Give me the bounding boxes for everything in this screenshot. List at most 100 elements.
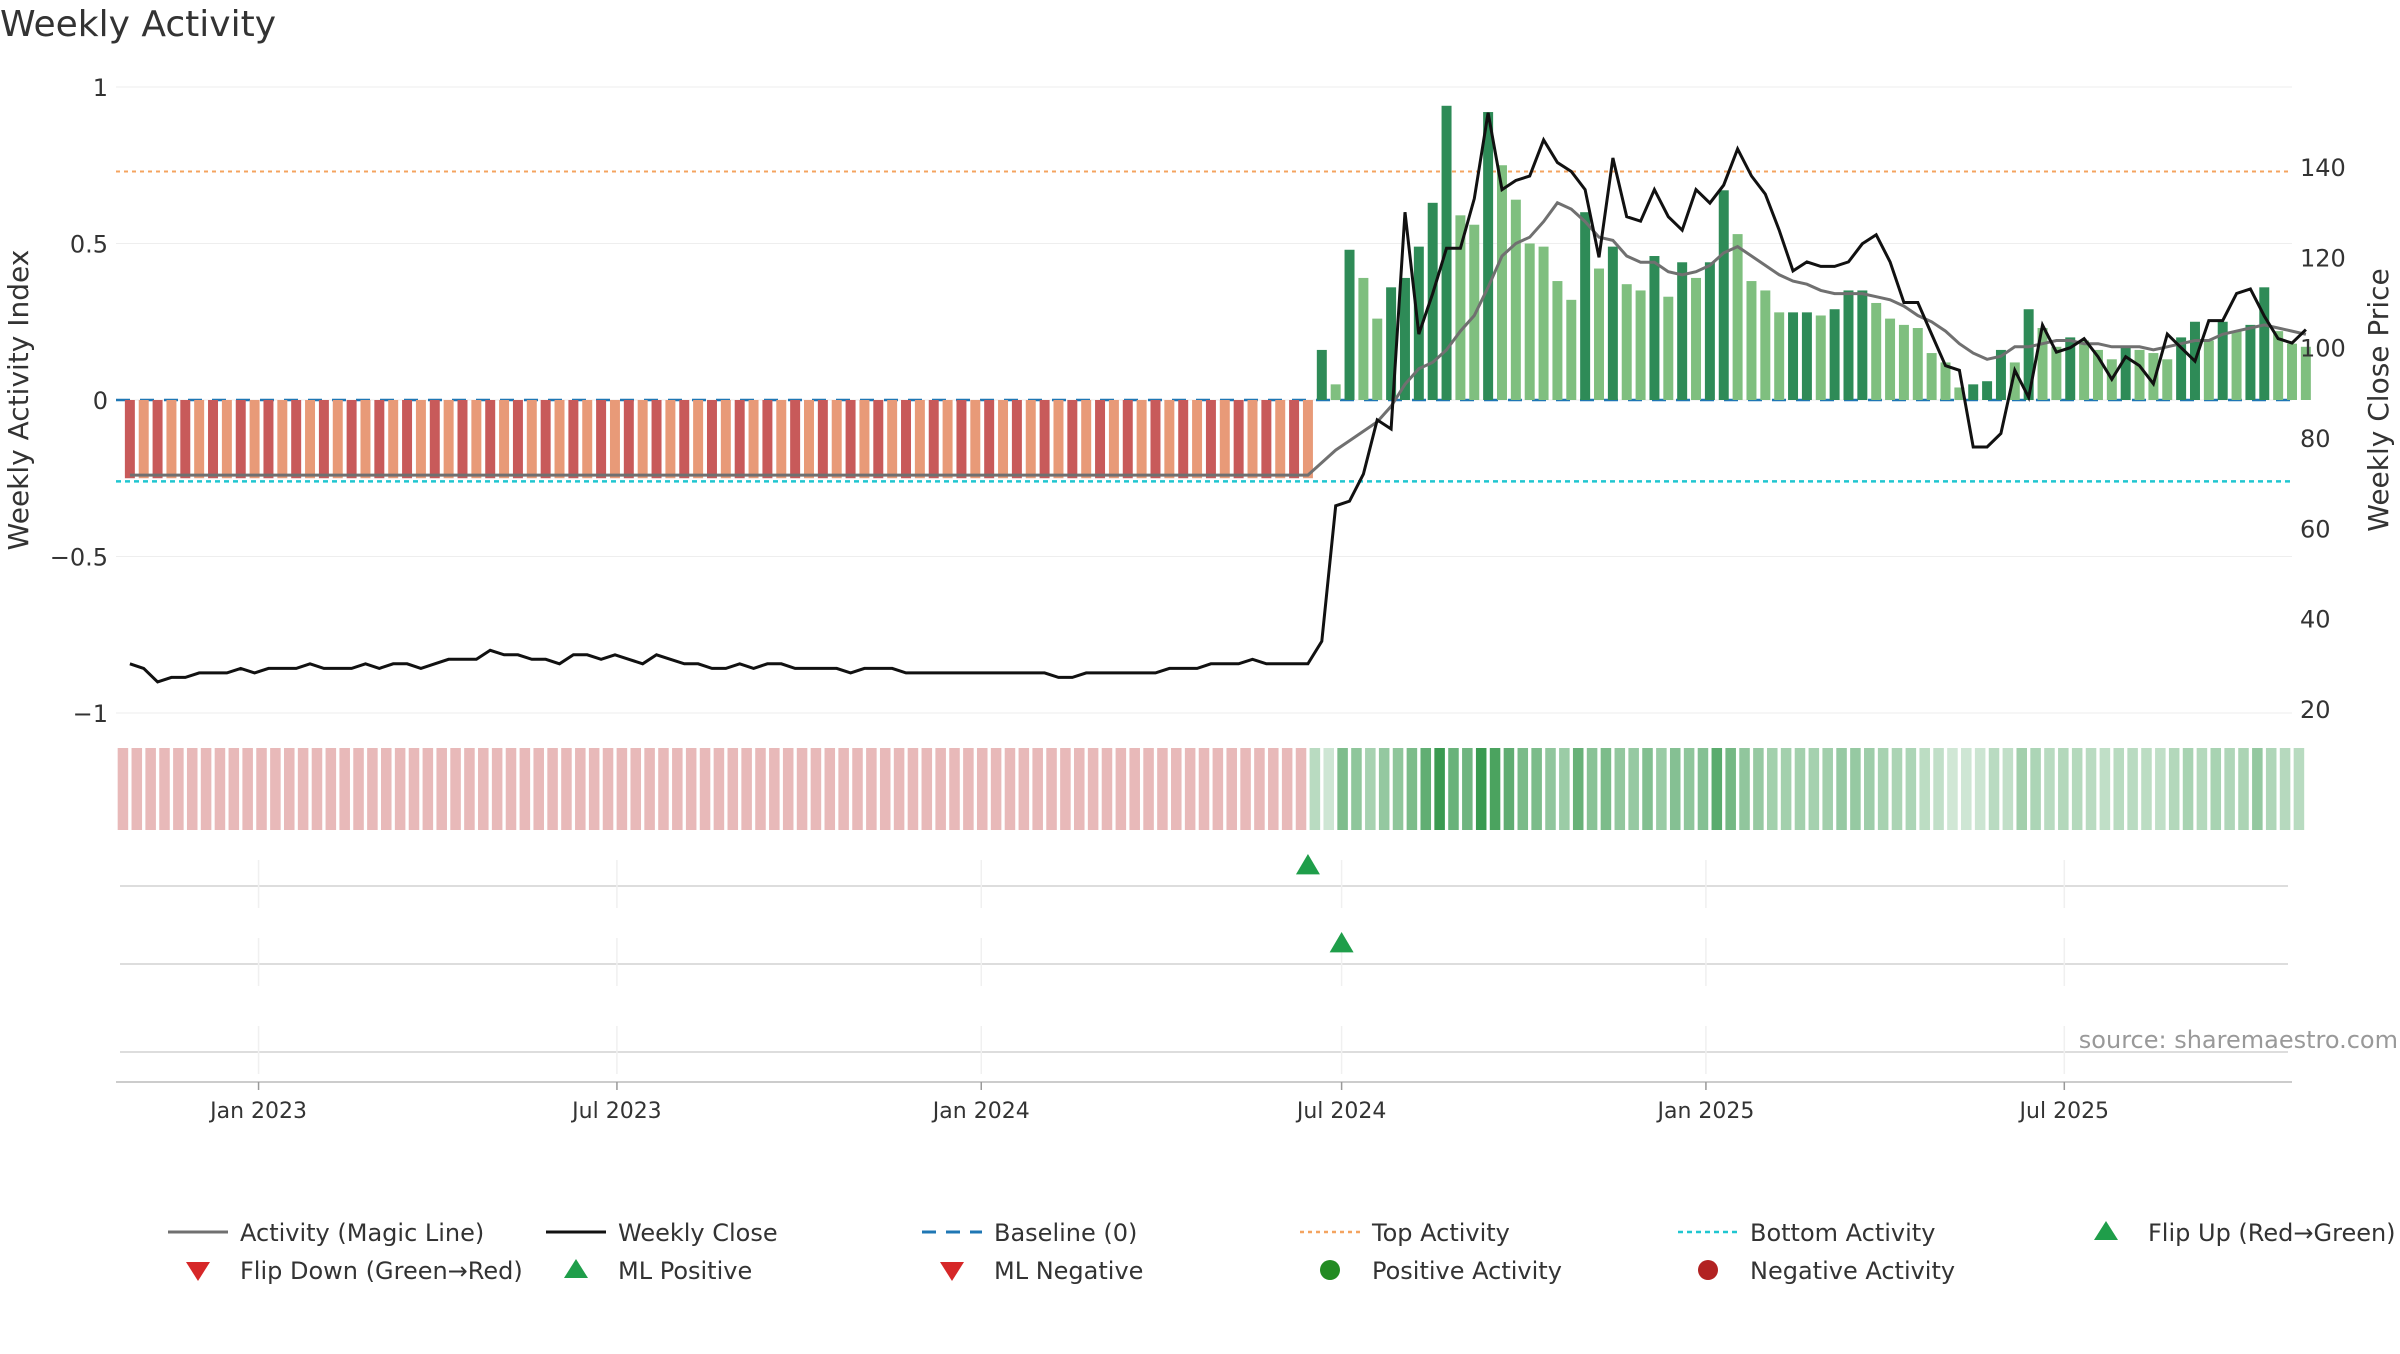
- legend-item: Baseline (0): [922, 1219, 1137, 1247]
- strip-cell: [1143, 748, 1154, 830]
- activity-bar: [1289, 400, 1300, 479]
- strip-cell: [547, 748, 558, 830]
- activity-bar: [2203, 340, 2214, 400]
- strip-cell: [1614, 748, 1626, 830]
- strip-cell: [270, 748, 281, 830]
- strip-cell: [658, 748, 669, 830]
- strip-cell: [311, 748, 323, 830]
- x-tick-label: Jul 2024: [1295, 1099, 1387, 1124]
- strip-cell: [1129, 748, 1140, 830]
- strip-cell: [1060, 748, 1071, 830]
- activity-bar: [1885, 318, 1896, 400]
- strip-cell: [713, 748, 725, 830]
- activity-bar: [2148, 353, 2159, 400]
- activity-bar: [984, 400, 995, 479]
- activity-bar: [2217, 321, 2228, 400]
- strip-cell: [1323, 748, 1335, 830]
- activity-bar: [1691, 277, 1702, 400]
- activity-bar: [1649, 256, 1660, 400]
- activity-bar: [720, 400, 731, 479]
- strip-cell: [2099, 748, 2111, 830]
- activity-bar: [1011, 400, 1022, 479]
- strip-cell: [145, 748, 156, 830]
- strip-cell: [685, 748, 697, 830]
- activity-bar: [374, 400, 385, 479]
- strip-cell: [256, 748, 267, 830]
- activity-bar: [734, 400, 745, 479]
- strip-cell: [907, 748, 919, 830]
- activity-bar: [1095, 400, 1106, 479]
- legend: Activity (Magic Line) Weekly Close Baselin…: [168, 1219, 2396, 1285]
- x-tick-label: Jan 2023: [208, 1099, 307, 1124]
- activity-bar: [1968, 384, 1979, 400]
- y-right-tick-label: 80: [2300, 425, 2331, 453]
- activity-bar: [1275, 400, 1286, 479]
- strip-cell: [2293, 748, 2305, 830]
- strip-cell: [1212, 748, 1224, 830]
- activity-bar: [2259, 287, 2270, 400]
- strip-cell: [367, 748, 378, 830]
- y-left-axis-label: Weekly Activity Index: [2, 250, 35, 551]
- strip-cell: [1004, 748, 1016, 830]
- activity-bar: [665, 400, 676, 479]
- y-right-tick-label: 40: [2300, 606, 2331, 634]
- activity-bar: [1039, 400, 1050, 479]
- strip-cell: [1073, 748, 1085, 830]
- strip-cell: [2016, 748, 2027, 830]
- strip-cell: [2196, 748, 2208, 830]
- reference-lines: [116, 170, 2292, 483]
- legend-label: Top Activity: [1371, 1219, 1510, 1247]
- legend-swatch: [940, 1262, 964, 1281]
- strip-cell: [824, 748, 836, 830]
- strip-cell: [1656, 748, 1667, 830]
- strip-cell: [769, 748, 780, 830]
- strip-cell: [879, 748, 891, 830]
- strip-cell: [2182, 748, 2194, 830]
- strip-cell: [2168, 748, 2180, 830]
- activity-bar: [471, 400, 482, 479]
- strip-cell: [1462, 748, 1473, 830]
- activity-bar: [623, 400, 634, 479]
- strip-cell: [1295, 748, 1307, 830]
- activity-bar: [263, 400, 274, 479]
- activity-bar: [1316, 349, 1327, 400]
- y-right-tick-label: 120: [2300, 244, 2346, 272]
- strip-cell: [963, 748, 974, 830]
- strip-cell: [1559, 748, 1570, 830]
- activity-bar: [1663, 296, 1674, 400]
- strip-cell: [1739, 748, 1750, 830]
- activity-bar: [2134, 349, 2145, 400]
- y-right-tick-label: 100: [2300, 335, 2346, 363]
- strip-cell: [1850, 748, 1861, 830]
- strip-cell: [2265, 748, 2277, 830]
- strip-cell: [1032, 748, 1043, 830]
- legend-item: ML Negative: [940, 1257, 1143, 1285]
- axes-layer: Jan 2023 Jul 2023 Jan 2024 Jul 2024 Jan 2025…: [50, 74, 2346, 1124]
- strip-cell: [1087, 748, 1099, 830]
- activity-bar: [1746, 281, 1757, 400]
- strip-cell: [533, 748, 544, 830]
- activity-bar: [305, 400, 316, 479]
- legend-label: Flip Down (Green→Red): [240, 1257, 523, 1285]
- strip-cell: [561, 748, 572, 830]
- activity-bar: [2245, 324, 2256, 400]
- activity-bar: [596, 400, 607, 479]
- strip-cell: [1877, 748, 1889, 830]
- activity-bar: [942, 400, 953, 479]
- strip-cell: [1961, 748, 1972, 830]
- activity-bar: [1344, 249, 1355, 400]
- strip-cell: [1309, 748, 1321, 830]
- strip-cell: [1517, 748, 1529, 830]
- activity-bar: [1247, 400, 1258, 479]
- legend-label: Negative Activity: [1750, 1257, 1955, 1285]
- magic-line: [129, 200, 2307, 477]
- activity-bar: [1801, 312, 1812, 400]
- strip-cell: [1947, 748, 1958, 830]
- activity-bar: [124, 400, 135, 479]
- legend-item: Weekly Close: [546, 1219, 778, 1247]
- activity-bar: [526, 400, 537, 479]
- legend-label: Positive Activity: [1372, 1257, 1562, 1285]
- y-left-tick-label: −1: [73, 700, 108, 728]
- activity-bar: [2120, 346, 2131, 400]
